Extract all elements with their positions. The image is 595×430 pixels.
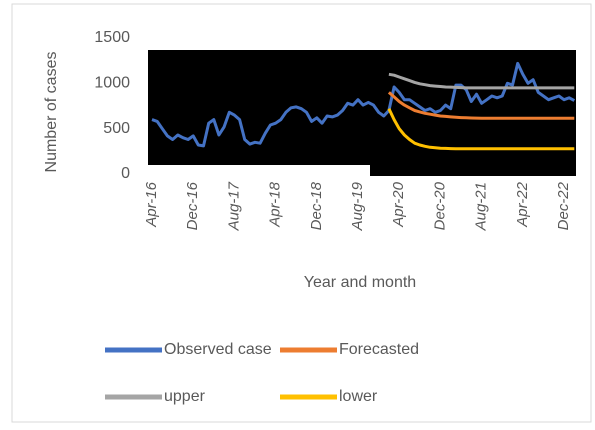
x-tick-label: Dec-16	[184, 181, 201, 230]
x-tick-label: Apr-20	[390, 181, 407, 227]
x-tick-label: Apr-18	[267, 181, 284, 227]
series-line	[387, 108, 575, 151]
x-tick-label: Dec-22	[555, 181, 572, 230]
x-axis-title: Year and month	[304, 274, 416, 291]
series-line	[151, 61, 576, 148]
x-tick-label: Aug-21	[473, 182, 490, 231]
series-line	[387, 91, 575, 120]
x-tick-label: Dec-18	[308, 181, 325, 230]
plot-background	[148, 50, 576, 176]
y-tick-label: 1000	[94, 75, 130, 92]
series-line	[388, 72, 575, 90]
legend-label: Observed case	[164, 341, 272, 358]
x-tick-label: Aug-17	[225, 181, 242, 231]
y-axis-title: Number of cases	[43, 52, 60, 173]
legend-label: upper	[164, 388, 206, 405]
x-tick-label: Apr-22	[514, 181, 531, 227]
y-tick-label: 500	[103, 120, 130, 137]
x-tick-label: Dec-20	[431, 181, 448, 230]
y-tick-label: 0	[121, 165, 130, 182]
y-tick-label: 1500	[94, 29, 130, 46]
x-tick-label: Apr-16	[143, 181, 160, 227]
x-tick-label: Aug-19	[349, 181, 366, 231]
legend-label: Forecasted	[339, 341, 419, 358]
legend-label: lower	[339, 388, 378, 405]
